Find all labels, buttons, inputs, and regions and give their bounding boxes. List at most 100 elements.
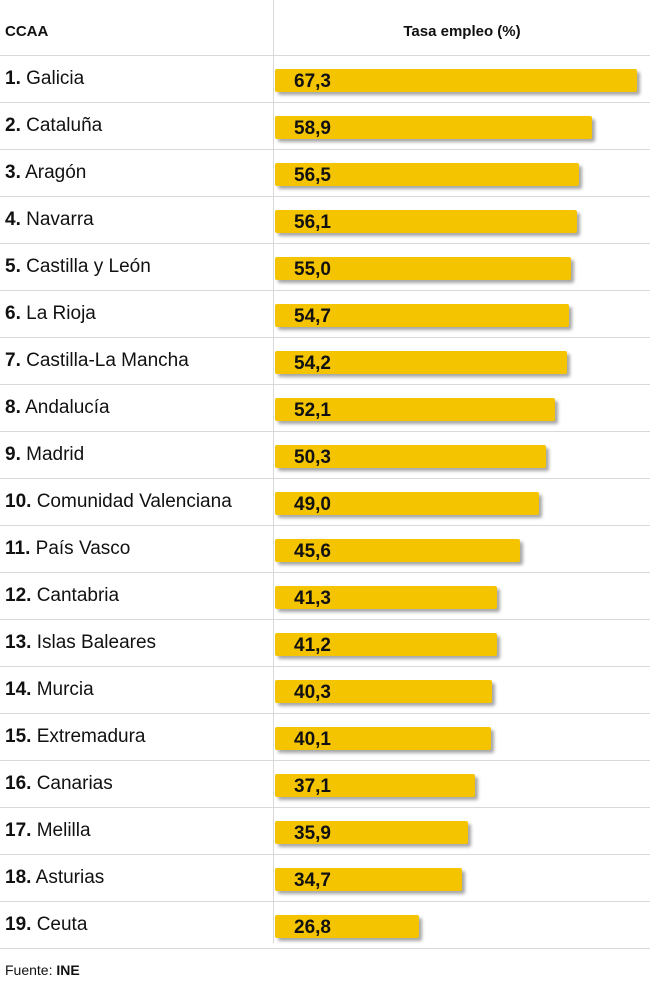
- region-rank: 5.: [5, 256, 21, 277]
- region-name: Cantabria: [36, 585, 120, 606]
- table-body: 1. Galicia 67,3 2. Cataluña 58,9 3. Aragón 56…: [0, 56, 650, 949]
- employment-bar: [275, 210, 577, 233]
- region-rank: 15.: [5, 726, 32, 747]
- region-rank: 16.: [5, 773, 32, 794]
- region-label: 15. Extremadura: [5, 726, 145, 748]
- bar-value-label: 35,9: [294, 823, 331, 844]
- region-name: Castilla y León: [26, 256, 151, 277]
- region-label: 17. Melilla: [5, 820, 91, 842]
- region-rank: 2.: [5, 115, 21, 136]
- table-row: 6. La Rioja 54,7: [0, 291, 650, 338]
- employment-bar: [275, 492, 539, 515]
- table-header: CCAA Tasa empleo (%): [0, 0, 650, 56]
- region-label: 1. Galicia: [5, 68, 84, 90]
- table-row: 11. País Vasco 45,6: [0, 526, 650, 573]
- region-label: 8. Andalucía: [5, 397, 110, 419]
- employment-bar: [275, 69, 637, 92]
- bar-value-label: 41,3: [294, 588, 331, 609]
- region-name: Asturias: [35, 867, 105, 888]
- table-row: 9. Madrid 50,3: [0, 432, 650, 479]
- region-label: 7. Castilla-La Mancha: [5, 350, 189, 372]
- region-rank: 8.: [5, 397, 21, 418]
- table-row: 18. Asturias 34,7: [0, 855, 650, 902]
- employment-bar: [275, 821, 468, 844]
- bar-value-label: 52,1: [294, 400, 331, 421]
- region-label: 5. Castilla y León: [5, 256, 151, 278]
- employment-bar: [275, 257, 571, 280]
- bar-value-label: 56,1: [294, 212, 331, 233]
- region-rank: 1.: [5, 68, 21, 89]
- bar-value-label: 41,2: [294, 635, 331, 656]
- employment-bar: [275, 116, 592, 139]
- table-row: 4. Navarra 56,1: [0, 197, 650, 244]
- region-rank: 6.: [5, 303, 21, 324]
- employment-bar: [275, 539, 520, 562]
- region-label: 6. La Rioja: [5, 303, 96, 325]
- region-name: Extremadura: [36, 726, 146, 747]
- region-rank: 19.: [5, 914, 32, 935]
- bar-value-label: 50,3: [294, 447, 331, 468]
- region-label: 9. Madrid: [5, 444, 84, 466]
- table-row: 19. Ceuta 26,8: [0, 902, 650, 949]
- bar-value-label: 67,3: [294, 71, 331, 92]
- region-rank: 4.: [5, 209, 21, 230]
- employment-bar: [275, 304, 569, 327]
- employment-bar: [275, 445, 546, 468]
- employment-bar: [275, 868, 462, 891]
- employment-rate-table: CCAA Tasa empleo (%) 1. Galicia 67,3 2. Ca…: [0, 0, 650, 949]
- region-rank: 3.: [5, 162, 21, 183]
- region-name: La Rioja: [26, 303, 96, 324]
- region-label: 3. Aragón: [5, 162, 86, 184]
- table-row: 7. Castilla-La Mancha 54,2: [0, 338, 650, 385]
- region-name: Murcia: [36, 679, 94, 700]
- bar-value-label: 26,8: [294, 917, 331, 938]
- region-name: Cataluña: [26, 115, 103, 136]
- employment-bar: [275, 633, 497, 656]
- table-row: 14. Murcia 40,3: [0, 667, 650, 714]
- region-name: Navarra: [26, 209, 94, 230]
- bar-value-label: 55,0: [294, 259, 331, 280]
- employment-bar: [275, 398, 555, 421]
- bar-value-label: 56,5: [294, 165, 331, 186]
- region-label: 14. Murcia: [5, 679, 94, 701]
- bar-value-label: 45,6: [294, 541, 331, 562]
- region-name: Galicia: [26, 68, 85, 89]
- employment-bar: [275, 915, 419, 938]
- table-row: 5. Castilla y León 55,0: [0, 244, 650, 291]
- table-row: 10. Comunidad Valenciana 49,0: [0, 479, 650, 526]
- bar-value-label: 58,9: [294, 118, 331, 139]
- region-rank: 13.: [5, 632, 32, 653]
- bar-value-label: 54,2: [294, 353, 331, 374]
- employment-bar: [275, 680, 492, 703]
- region-rank: 9.: [5, 444, 21, 465]
- bar-value-label: 40,3: [294, 682, 331, 703]
- region-name: Aragón: [25, 162, 87, 183]
- employment-bar: [275, 774, 475, 797]
- region-rank: 18.: [5, 867, 32, 888]
- region-name: Islas Baleares: [36, 632, 157, 653]
- table-row: 8. Andalucía 52,1: [0, 385, 650, 432]
- region-rank: 11.: [5, 538, 31, 559]
- region-name: Comunidad Valenciana: [36, 491, 232, 512]
- region-name: Melilla: [36, 820, 91, 841]
- table-row: 16. Canarias 37,1: [0, 761, 650, 808]
- header-value: Tasa empleo (%): [403, 23, 521, 40]
- employment-bar: [275, 163, 579, 186]
- region-name: Ceuta: [36, 914, 88, 935]
- region-label: 16. Canarias: [5, 773, 113, 795]
- bar-value-label: 49,0: [294, 494, 331, 515]
- region-label: 4. Navarra: [5, 209, 94, 231]
- region-label: 2. Cataluña: [5, 115, 102, 137]
- table-row: 2. Cataluña 58,9: [0, 103, 650, 150]
- region-label: 11. País Vasco: [5, 538, 130, 560]
- table-row: 15. Extremadura 40,1: [0, 714, 650, 761]
- bar-value-label: 54,7: [294, 306, 331, 327]
- table-row: 13. Islas Baleares 41,2: [0, 620, 650, 667]
- region-rank: 14.: [5, 679, 32, 700]
- region-name: Canarias: [36, 773, 113, 794]
- table-row: 1. Galicia 67,3: [0, 56, 650, 103]
- region-label: 10. Comunidad Valenciana: [5, 491, 232, 513]
- bar-value-label: 40,1: [294, 729, 331, 750]
- table-row: 12. Cantabria 41,3: [0, 573, 650, 620]
- column-divider: [273, 0, 274, 943]
